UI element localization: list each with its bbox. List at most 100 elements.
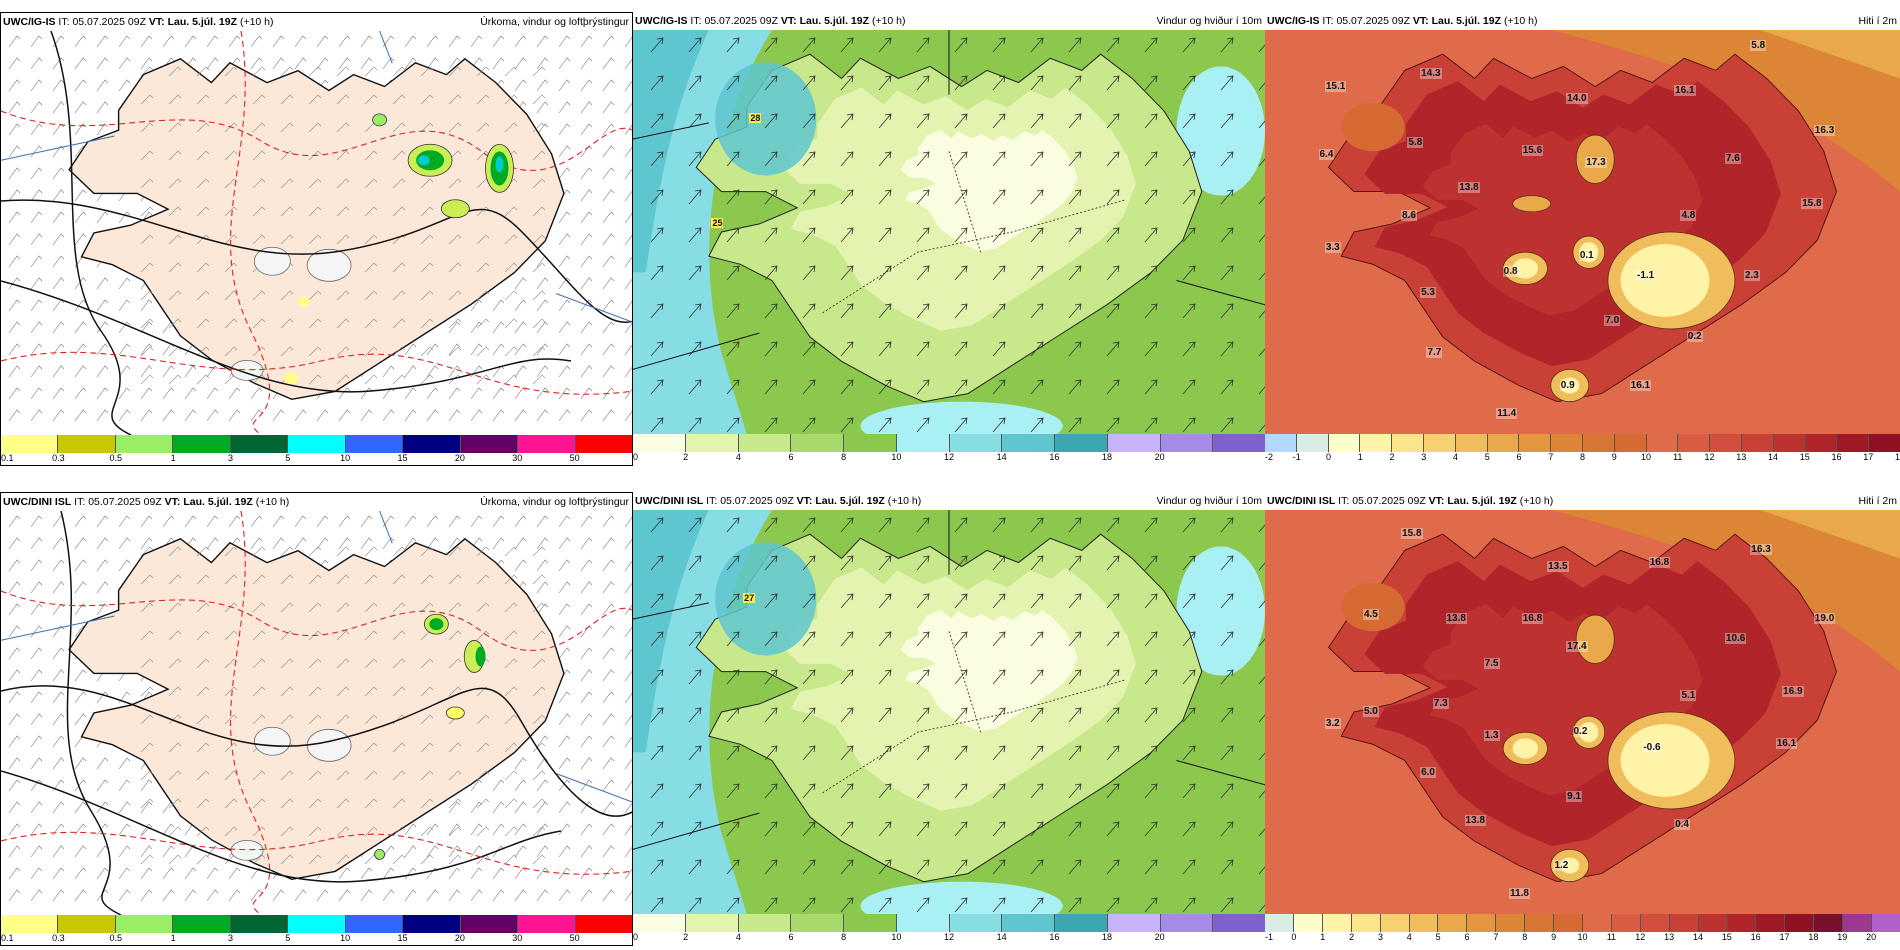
- map-value-label: 15.8: [1801, 197, 1823, 209]
- colorbar-swatch: [949, 914, 1003, 932]
- map-temp: 15.8 16.3 13.5 16.8 4.5 13.8 16.8 17.4 10.6 19.0 7…: [1265, 510, 1900, 914]
- panel-header: UWC/IG-IS IT: 05.07.2025 09Z VT: Lau. 5.…: [1, 13, 632, 31]
- colorbar-swatch: [115, 915, 174, 933]
- colorbar-ticks: 0 2 4 6 8 10 12 14 16 18 20: [633, 932, 1265, 944]
- colorbar-swatch: [738, 434, 792, 452]
- colorbar-tick: 50: [569, 453, 580, 463]
- map-value-label: 0.9: [1559, 379, 1576, 391]
- map-value-label: 4.8: [1680, 209, 1697, 221]
- it-label: IT:: [1322, 15, 1334, 27]
- colorbar-tick: 1: [170, 453, 176, 463]
- colorbar-swatch: [844, 914, 897, 932]
- colorbar-swatch: [1773, 434, 1806, 452]
- colorbar-tick: 3: [1377, 932, 1383, 942]
- colorbar-swatch: [1525, 914, 1555, 932]
- colorbar-tick: 17: [1863, 452, 1874, 462]
- colorbar-tick: 12: [1704, 452, 1715, 462]
- colorbar-tick: 30: [512, 933, 523, 943]
- colorbar-tick: 9: [1611, 452, 1617, 462]
- colorbar-swatch: [1805, 434, 1838, 452]
- colorbar-swatch: [1328, 434, 1361, 452]
- colorbar-tick: 30: [512, 453, 523, 463]
- colorbar-tick: 20: [1154, 932, 1165, 942]
- map-panel-r2c1: UWC/DINI ISL IT: 05.07.2025 09Z VT: Lau.…: [0, 492, 633, 946]
- map-value-label: 0.2: [1686, 331, 1703, 343]
- colorbar-tick: 0: [633, 932, 639, 942]
- colorbar-swatch: [1265, 434, 1297, 452]
- map-value-label: 8.6: [1401, 209, 1417, 221]
- colorbar-tick: -2: [1265, 452, 1274, 462]
- colorbar-tick: 0: [1325, 452, 1332, 462]
- lead-time: (+10 h): [255, 496, 290, 508]
- colorbar: [1265, 914, 1900, 932]
- colorbar-tick: 3: [227, 453, 233, 463]
- colorbar: [633, 434, 1265, 452]
- colorbar-tick: 1: [1357, 452, 1363, 462]
- map-precip: [1, 31, 632, 435]
- colorbar-tick: 19: [1837, 932, 1848, 942]
- colorbar-tick: 8: [1522, 932, 1528, 942]
- colorbar-tick: -1: [1265, 932, 1274, 942]
- run-info: UWC/IG-IS IT: 05.07.2025 09Z VT: Lau. 5.…: [1267, 12, 1538, 30]
- map-value-label: 25: [711, 217, 724, 228]
- colorbar-swatch: [288, 915, 346, 933]
- colorbar: [1265, 434, 1900, 452]
- field-title: Vindur og hviður í 10m: [1156, 15, 1262, 27]
- colorbar-swatch: [58, 435, 116, 453]
- colorbar-tick: 5: [285, 453, 291, 463]
- it-label: IT:: [74, 496, 86, 508]
- vt-label: VT:: [148, 16, 165, 28]
- vt-value: Lau. 5.júl. 19Z: [167, 16, 238, 28]
- colorbar-tick: 10: [891, 932, 902, 942]
- map-value-label: 9.1: [1566, 790, 1583, 802]
- map-value-label: 4.5: [1362, 609, 1379, 621]
- map-value-label: 28: [749, 112, 762, 123]
- colorbar-swatch: [1814, 914, 1844, 932]
- colorbar-tick: 13: [1736, 452, 1747, 462]
- run-info: UWC/IG-IS IT: 05.07.2025 09Z VT: Lau. 5.…: [635, 12, 906, 30]
- colorbar-swatch: [1265, 914, 1294, 932]
- colorbar-swatch: [1107, 434, 1161, 452]
- colorbar-tick: 6: [788, 452, 794, 462]
- map-value-label: 7.0: [1604, 314, 1621, 326]
- map-value-label: 0.8: [1502, 266, 1519, 278]
- lead-time: (+10 h): [1503, 15, 1538, 27]
- colorbar-swatch: [738, 914, 792, 932]
- model-name: UWC/IG-IS: [1267, 15, 1320, 27]
- colorbar-swatch: [1213, 914, 1265, 932]
- colorbar-swatch: [518, 435, 576, 453]
- colorbar-swatch: [58, 915, 116, 933]
- colorbar-swatch: [173, 915, 231, 933]
- colorbar-swatch: [1710, 434, 1742, 452]
- map-value-label: 1.3: [1483, 730, 1500, 742]
- colorbar-tick: 20: [1866, 932, 1877, 942]
- colorbar-tick: 4: [1406, 932, 1412, 942]
- colorbar-tick: 5: [285, 933, 291, 943]
- map-value-label: 3.3: [1324, 242, 1341, 254]
- field-title: Úrkoma, vindur og loftþrýstingur: [480, 16, 629, 28]
- colorbar-ticks: 0 2 4 6 8 10 12 14 16 18 20: [633, 452, 1265, 464]
- map-value-label: 7.6: [1724, 153, 1741, 165]
- colorbar-swatch: [1785, 914, 1815, 932]
- model-name: UWC/DINI ISL: [3, 496, 72, 508]
- colorbar-swatch: [1837, 434, 1870, 452]
- colorbar-ticks: 0.1 0.3 0.5 1 3 5 10 15 20 30 50: [1, 453, 632, 465]
- colorbar-swatch: [685, 434, 739, 452]
- colorbar-swatch: [115, 435, 174, 453]
- colorbar-tick: 14: [996, 932, 1007, 942]
- map-value-label: 0.2: [1572, 726, 1589, 738]
- lead-time: (+10 h): [239, 16, 274, 28]
- map-value-label: 5.8: [1407, 137, 1424, 149]
- colorbar-swatch: [1409, 914, 1439, 932]
- colorbar-tick: 8: [1579, 452, 1586, 462]
- colorbar-tick: 18: [1894, 452, 1900, 462]
- it-value: 05.07.2025 09Z: [720, 495, 794, 507]
- colorbar-tick: 11: [1673, 452, 1683, 462]
- model-name: UWC/DINI ISL: [1267, 495, 1336, 507]
- map-value-label: 11.8: [1509, 887, 1530, 899]
- map-value-label: 17.3: [1585, 157, 1607, 169]
- colorbar-tick: 0.1: [1, 453, 14, 463]
- panel-header: UWC/IG-IS IT: 05.07.2025 09Z VT: Lau. 5.…: [1265, 12, 1900, 30]
- it-label: IT:: [690, 15, 702, 27]
- colorbar-swatch: [1438, 914, 1468, 932]
